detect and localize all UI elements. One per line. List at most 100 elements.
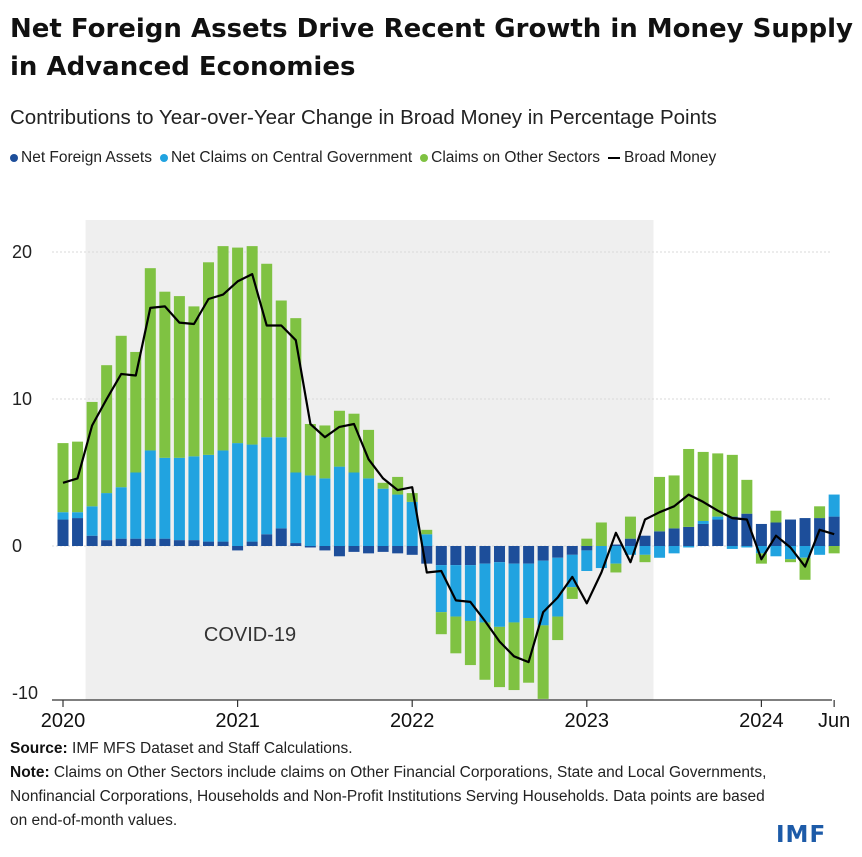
bar-cos: [552, 616, 564, 641]
bar-cos: [173, 296, 185, 458]
bar-nfa: [435, 546, 447, 566]
chart-title: Net Foreign Assets Drive Recent Growth i…: [10, 14, 853, 82]
legend-label-nfa: Net Foreign Assets: [21, 149, 152, 166]
bar-cos: [726, 454, 738, 517]
note-label: Note:: [10, 764, 50, 781]
bar-ncg: [726, 546, 738, 549]
bar-ncg: [712, 516, 724, 520]
bar-cos: [421, 529, 433, 535]
bar-cos: [435, 612, 447, 635]
bar-ncg: [173, 457, 185, 541]
bar-nfa: [464, 546, 476, 566]
bar-ncg: [450, 565, 462, 617]
x-tick-label: 2021: [215, 710, 260, 732]
bar-nfa: [610, 544, 622, 546]
bar-cos: [741, 479, 753, 514]
bar-ncg: [624, 546, 636, 555]
bar-ncg: [479, 563, 491, 623]
bar-nfa: [566, 546, 578, 555]
bar-cos: [115, 335, 127, 488]
bar-nfa: [726, 516, 738, 546]
legend-item-bm: Broad Money: [608, 149, 716, 167]
bar-nfa: [232, 546, 244, 551]
x-tick-label: Jun: [818, 710, 850, 732]
bar-cos: [712, 453, 724, 517]
bar-cos: [668, 475, 680, 529]
bar-ncg: [115, 487, 127, 539]
bar-ncg: [392, 494, 404, 546]
bar-ncg: [144, 450, 156, 539]
bar-nfa: [523, 546, 535, 564]
note-line: Note: Claims on Other Sectors include cl…: [10, 761, 770, 833]
bar-ncg: [203, 454, 214, 542]
bar-ncg: [275, 437, 287, 529]
bar-ncg: [552, 557, 564, 617]
legend-item-cos: Claims on Other Sectors: [420, 149, 600, 167]
bar-ncg: [217, 450, 229, 542]
bar-nfa: [333, 546, 345, 557]
bar-ncg: [232, 443, 244, 546]
bar-nfa: [508, 546, 520, 564]
y-tick-label: 0: [12, 536, 22, 556]
bar-cos: [799, 557, 811, 580]
bar-cos: [217, 246, 229, 451]
bar-nfa: [173, 540, 185, 546]
bar-nfa: [581, 546, 593, 551]
bar-nfa: [275, 528, 287, 546]
bar-nfa: [348, 546, 360, 552]
bar-cos: [144, 268, 156, 451]
bar-cos: [363, 429, 375, 479]
bar-cos: [275, 300, 287, 438]
bar-nfa: [290, 543, 302, 546]
source-line: Source: IMF MFS Dataset and Staff Calcul…: [10, 737, 770, 761]
bar-nfa: [828, 516, 840, 546]
bar-cos: [566, 587, 578, 599]
bar-cos: [232, 247, 244, 444]
bar-nfa: [319, 546, 331, 551]
bar-ncg: [566, 554, 578, 588]
bar-cos: [537, 625, 549, 699]
bar-nfa: [799, 518, 811, 546]
bar-ncg: [581, 550, 593, 571]
bar-cos: [464, 620, 476, 666]
bar-ncg: [130, 472, 142, 539]
source-label: Source:: [10, 740, 68, 757]
bar-nfa: [741, 513, 753, 546]
bar-ncg: [406, 501, 418, 546]
bar-ncg: [639, 546, 651, 555]
bar-ncg: [770, 546, 782, 557]
y-tick-label: -10: [12, 683, 38, 703]
bar-ncg: [348, 472, 360, 546]
bar-ncg: [595, 546, 607, 569]
bar-cos: [654, 476, 666, 532]
chart-subtitle: Contributions to Year-over-Year Change i…: [10, 106, 717, 129]
footer: Source: IMF MFS Dataset and Staff Calcul…: [10, 737, 770, 833]
bar-nfa: [377, 546, 389, 552]
bar-cos: [697, 451, 709, 522]
bar-cos: [86, 401, 98, 507]
bar-nfa: [363, 546, 375, 554]
bar-cos: [581, 538, 593, 546]
bar-cos: [377, 482, 389, 489]
bar-ncg: [261, 437, 273, 535]
bar-nfa: [392, 546, 404, 554]
bar-ncg: [363, 478, 375, 546]
bar-ncg: [523, 563, 535, 619]
bar-nfa: [654, 531, 666, 546]
bar-cos: [683, 448, 695, 527]
legend-label-ncg: Net Claims on Central Government: [170, 149, 413, 166]
bar-ncg: [72, 512, 84, 519]
bar-nfa: [683, 526, 695, 546]
bar-nfa: [785, 519, 796, 546]
y-tick-label: 20: [12, 242, 32, 262]
bar-cos: [290, 318, 302, 473]
bar-ncg: [333, 466, 345, 546]
bar-nfa: [421, 546, 433, 564]
bar-nfa: [203, 541, 214, 546]
bar-ncg: [290, 472, 302, 544]
bar-nfa: [668, 528, 680, 546]
bar-cos: [639, 554, 651, 563]
bar-cos: [450, 616, 462, 654]
bar-ncg: [57, 512, 69, 520]
bar-cos: [406, 493, 418, 502]
